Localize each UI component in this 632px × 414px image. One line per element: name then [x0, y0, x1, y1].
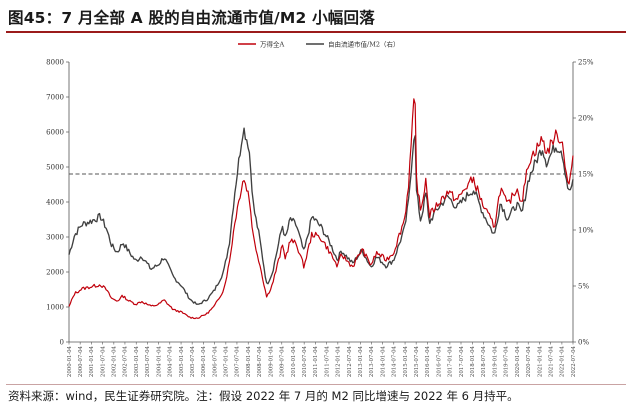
x-tick-label: 2009-01-04 — [268, 345, 274, 377]
y-right-tick-label: 25% — [578, 58, 594, 66]
x-tick-label: 2014-01-04 — [380, 345, 386, 377]
x-tick-label: 2010-01-04 — [291, 345, 297, 377]
figure-title: 图45：7 月全部 A 股的自由流通市值/M2 小幅回落 — [8, 9, 375, 27]
y-right-tick-label: 20% — [578, 114, 594, 122]
y-left-tick-label: 8000 — [46, 58, 64, 66]
x-tick-label: 2012-07-04 — [347, 345, 353, 377]
y-left-tick-label: 2000 — [46, 268, 64, 276]
x-tick-label: 2013-07-04 — [369, 345, 375, 377]
x-tick-label: 2003-01-04 — [134, 345, 140, 377]
legend-label-mcap-m2: 自由流通市值/M2（右） — [328, 39, 399, 48]
x-tick-label: 2022-07-04 — [571, 345, 577, 377]
x-tick-label: 2019-07-04 — [504, 345, 510, 377]
x-tick-label: 2004-07-04 — [168, 345, 174, 377]
y-left-tick-label: 4000 — [46, 198, 64, 206]
chart-area: 0 1000 2000 3000 4000 5000 6000 7000 8000 0% 5% 10%… — [0, 34, 632, 382]
x-tick-label: 2009-07-04 — [280, 345, 286, 377]
x-tick-label: 2007-01-04 — [224, 345, 230, 377]
x-tick-label: 2003-07-04 — [145, 345, 151, 377]
chart-svg: 0 1000 2000 3000 4000 5000 6000 7000 8000 0% 5% 10%… — [46, 39, 594, 377]
x-tick-label: 2020-01-04 — [515, 345, 521, 377]
x-tick-label: 2000-07-04 — [78, 345, 84, 377]
y-right-tick-label: 15% — [578, 170, 594, 178]
x-tick-label: 2014-07-04 — [392, 345, 398, 377]
y-right-tick-label: 10% — [578, 226, 594, 234]
series-wind-all-a — [68, 98, 574, 320]
x-tick-label: 2019-01-04 — [492, 345, 498, 377]
x-tick-label: 2005-01-04 — [179, 345, 185, 377]
y-left-tick-label: 7000 — [46, 93, 64, 101]
x-tick-label: 2005-07-04 — [190, 345, 196, 377]
x-tick-label: 2011-07-04 — [324, 345, 330, 377]
x-tick-label: 2021-07-04 — [548, 345, 554, 377]
x-tick-label: 2006-07-04 — [212, 345, 218, 377]
x-tick-label: 2022-01-04 — [560, 345, 566, 377]
x-tick-label: 2016-01-04 — [425, 345, 431, 377]
y-left-tick-label: 0 — [60, 338, 64, 346]
y-left-tick-label: 6000 — [46, 128, 64, 136]
x-tick-label: 2012-01-04 — [336, 345, 342, 377]
source-note: 资料来源：wind，民生证券研究院。注：假设 2022 年 7 月的 M2 同比… — [8, 389, 519, 403]
x-tick-label: 2002-01-04 — [112, 345, 118, 377]
legend-label-all-a: 万得全A — [260, 39, 285, 48]
series-free-float-mcap-m2 — [68, 127, 574, 305]
x-tick-label: 2021-01-04 — [537, 345, 543, 377]
x-tick-label: 2007-07-04 — [235, 345, 241, 377]
x-tick-label: 2010-07-04 — [302, 345, 308, 377]
y-left-tick-label: 3000 — [46, 233, 64, 241]
x-tick-label: 2008-07-04 — [257, 345, 263, 377]
x-tick-label: 2017-07-04 — [459, 345, 465, 377]
y-right-tick-label: 5% — [578, 282, 589, 290]
x-tick-label: 2018-01-04 — [470, 345, 476, 377]
x-tick-label: 2004-01-04 — [156, 345, 162, 377]
y-right-tick-label: 0% — [578, 338, 589, 346]
x-tick-label: 2006-01-04 — [201, 345, 207, 377]
x-tick-label: 2018-07-04 — [481, 345, 487, 377]
x-tick-label: 2013-01-04 — [358, 345, 364, 377]
bottom-rule — [6, 384, 626, 385]
x-tick-label: 2008-01-04 — [246, 345, 252, 377]
x-tick-label: 2017-01-04 — [448, 345, 454, 377]
x-tick-label: 2015-07-04 — [414, 345, 420, 377]
x-tick-label: 2020-07-04 — [526, 345, 532, 377]
x-tick-label: 2016-07-04 — [436, 345, 442, 377]
x-tick-label: 2001-01-04 — [89, 345, 95, 377]
x-tick-label: 2002-07-04 — [123, 345, 129, 377]
x-tick-label: 2011-01-04 — [313, 345, 319, 377]
x-tick-label: 2015-01-04 — [403, 345, 409, 377]
y-left-tick-label: 5000 — [46, 163, 64, 171]
title-rule — [6, 31, 626, 33]
y-left-tick-label: 1000 — [46, 303, 64, 311]
x-tick-label: 2001-07-04 — [100, 345, 106, 377]
x-tick-label: 2000-01-04 — [67, 345, 73, 377]
